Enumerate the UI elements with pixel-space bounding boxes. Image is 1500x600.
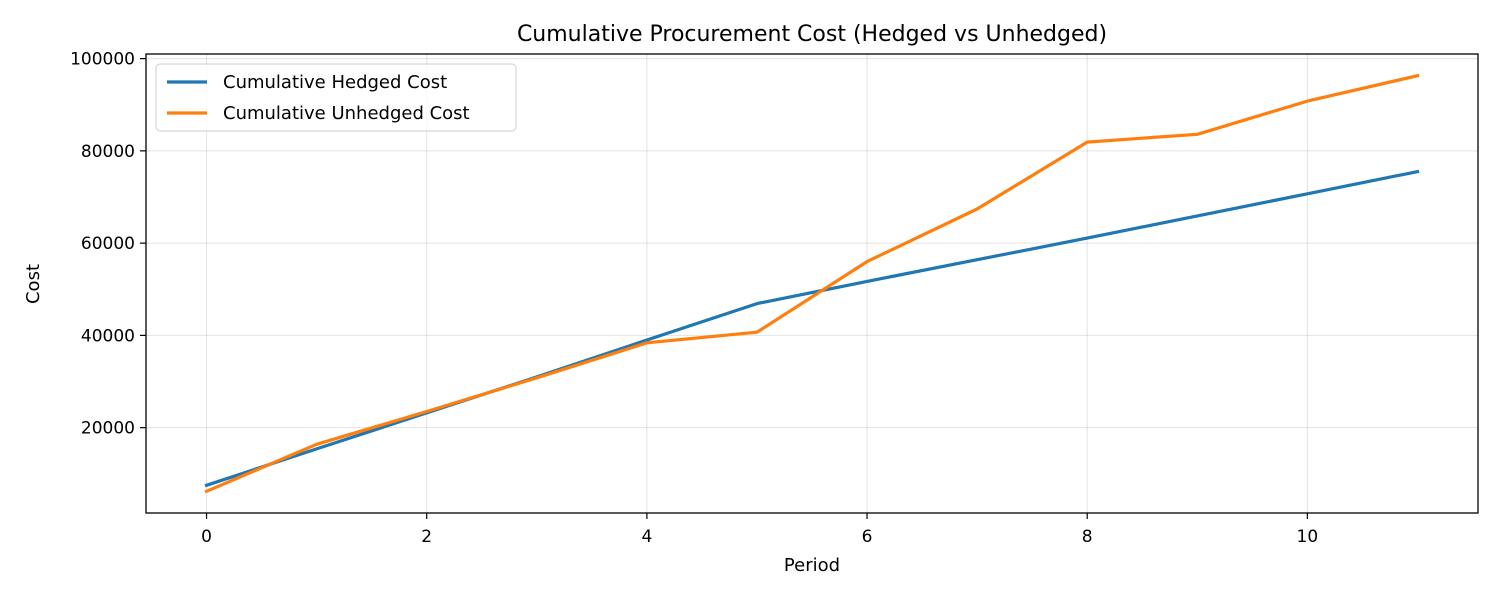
x-axis-label: Period — [784, 555, 840, 576]
series-layer — [204, 73, 1420, 494]
x-tick-label: 8 — [1082, 527, 1093, 547]
series-line-1 — [204, 169, 1420, 488]
legend-label-1: Cumulative Hedged Cost — [223, 72, 447, 93]
x-tick-label: 10 — [1297, 527, 1319, 547]
legend-box — [155, 63, 517, 132]
y-tick-label: 20000 — [81, 419, 135, 439]
y-tick-label: 40000 — [81, 326, 135, 346]
y-axis-ticks: 20000 40000 60000 80000 100000 — [70, 50, 146, 439]
y-tick-label: 60000 — [81, 234, 135, 254]
plot-frame — [145, 53, 1479, 514]
series-line-2 — [204, 73, 1420, 494]
chart-title: Cumulative Procurement Cost (Hedged vs U… — [517, 22, 1107, 47]
x-axis-ticks: 0 2 4 6 8 10 — [201, 513, 1318, 547]
legend-label-2: Cumulative Unhedged Cost — [223, 103, 470, 124]
x-tick-label: 0 — [201, 527, 212, 547]
x-tick-label: 4 — [641, 527, 652, 547]
x-tick-label: 2 — [421, 527, 432, 547]
x-tick-label: 6 — [862, 527, 873, 547]
y-tick-label: 80000 — [81, 142, 135, 162]
y-tick-label: 100000 — [70, 50, 135, 70]
y-axis-label: Cost — [23, 264, 44, 304]
legend: Cumulative Hedged Cost Cumulative Unhedge… — [155, 63, 517, 132]
